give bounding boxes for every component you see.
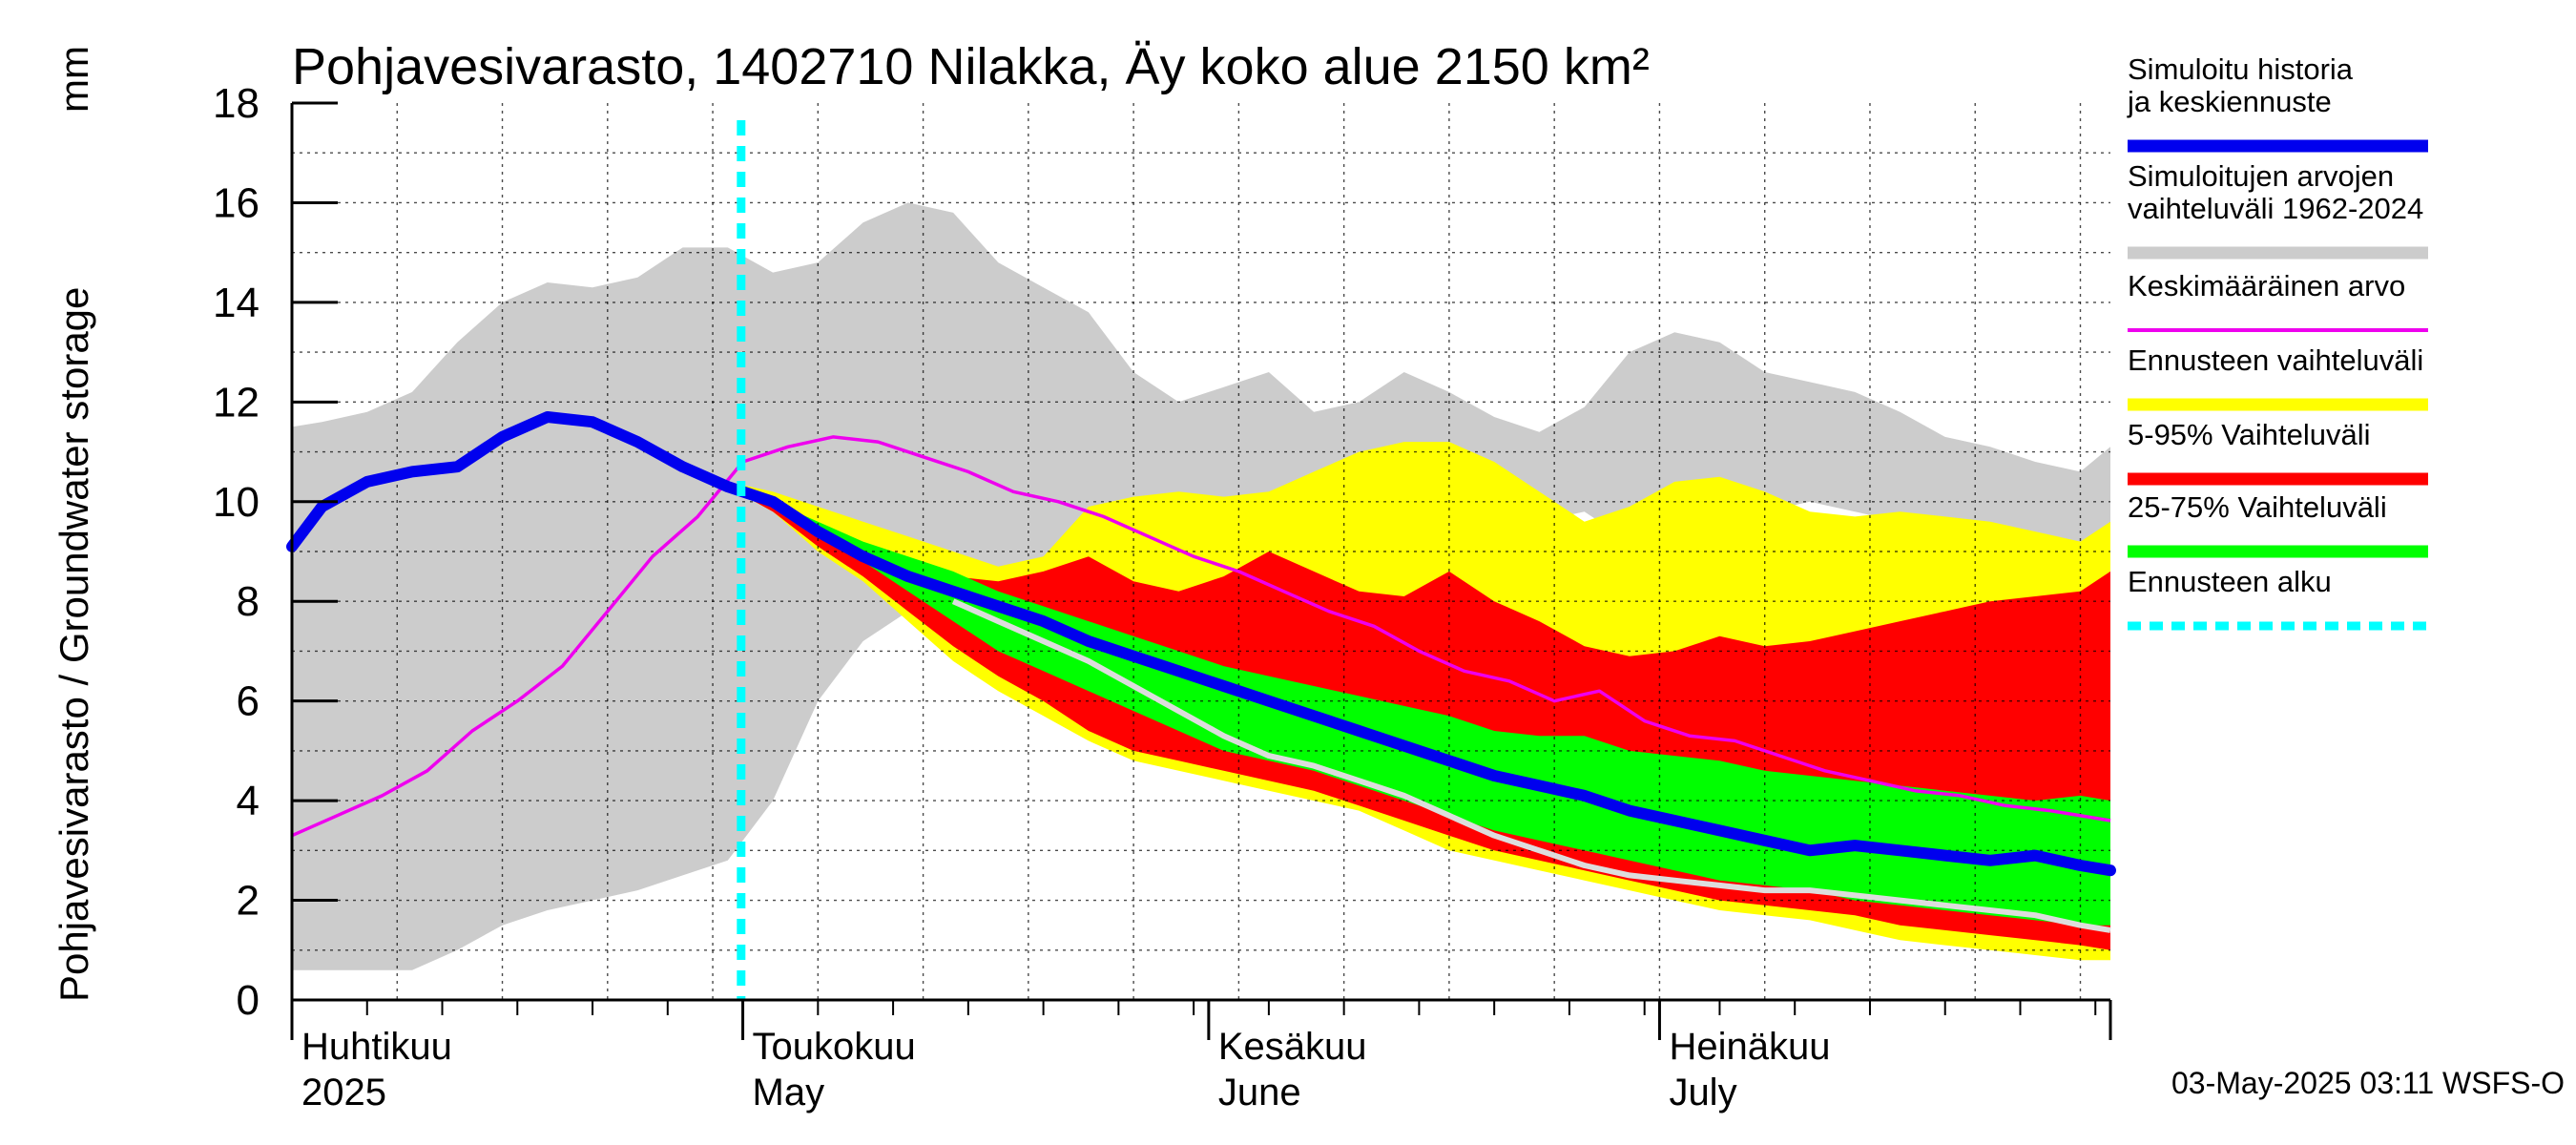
line-median [951, 598, 2111, 933]
month-label-en: June [1218, 1072, 1301, 1114]
y-tick-label: 0 [237, 977, 260, 1024]
legend-label: 5-95% Vaihteluväli [2128, 418, 2370, 451]
month-label-fi: Toukokuu [753, 1026, 916, 1068]
line-keskim-r-inen-arvo [291, 435, 2111, 838]
grid-layer [292, 103, 2110, 1000]
y-tick-label: 10 [213, 479, 260, 526]
y-axis-label: Pohjavesivarasto / Groundwater storage [52, 287, 96, 1002]
line-simuloitu-historia-ja-keskiennuste [286, 411, 2116, 877]
y-tick-label: 16 [213, 179, 260, 226]
legend-label: Ennusteen vaihteluväli [2128, 344, 2423, 377]
legend-label: ja keskiennuste [2127, 85, 2332, 118]
y-tick-label: 8 [237, 578, 260, 625]
month-label-en: July [1669, 1072, 1736, 1114]
legend-label: Simuloitujen arvojen [2128, 159, 2394, 193]
legend-label: vaihteluväli 1962-2024 [2128, 192, 2423, 225]
lines-layer [286, 120, 2116, 1000]
y-tick-label: 14 [213, 280, 260, 326]
y-axis-unit: mm [52, 46, 96, 113]
legend-label: Simuloitu historia [2128, 52, 2354, 86]
y-tick-label: 12 [213, 379, 260, 426]
month-label-fi: Heinäkuu [1669, 1026, 1830, 1068]
y-tick-label: 4 [237, 778, 260, 824]
month-label-fi: Huhtikuu [301, 1026, 452, 1068]
month-label-en: May [753, 1072, 825, 1114]
timestamp-footer: 03-May-2025 03:11 WSFS-O [2171, 1066, 2565, 1100]
month-label-en: 2025 [301, 1072, 386, 1114]
band-simuloitujen-arvojen-vaihteluv-li-1962-2024 [292, 202, 2110, 970]
y-tick-label: 2 [237, 878, 260, 925]
month-label-fi: Kesäkuu [1218, 1026, 1367, 1068]
legend-label: Ennusteen alku [2128, 565, 2332, 598]
legend-label: 25-75% Vaihteluväli [2128, 490, 2387, 524]
y-tick-label: 6 [237, 678, 260, 725]
chart-title: Pohjavesivarasto, 1402710 Nilakka, Äy ko… [292, 38, 1650, 95]
legend-label: Keskimääräinen arvo [2128, 269, 2405, 302]
y-tick-label: 18 [213, 80, 260, 127]
bands-layer [292, 202, 2110, 970]
